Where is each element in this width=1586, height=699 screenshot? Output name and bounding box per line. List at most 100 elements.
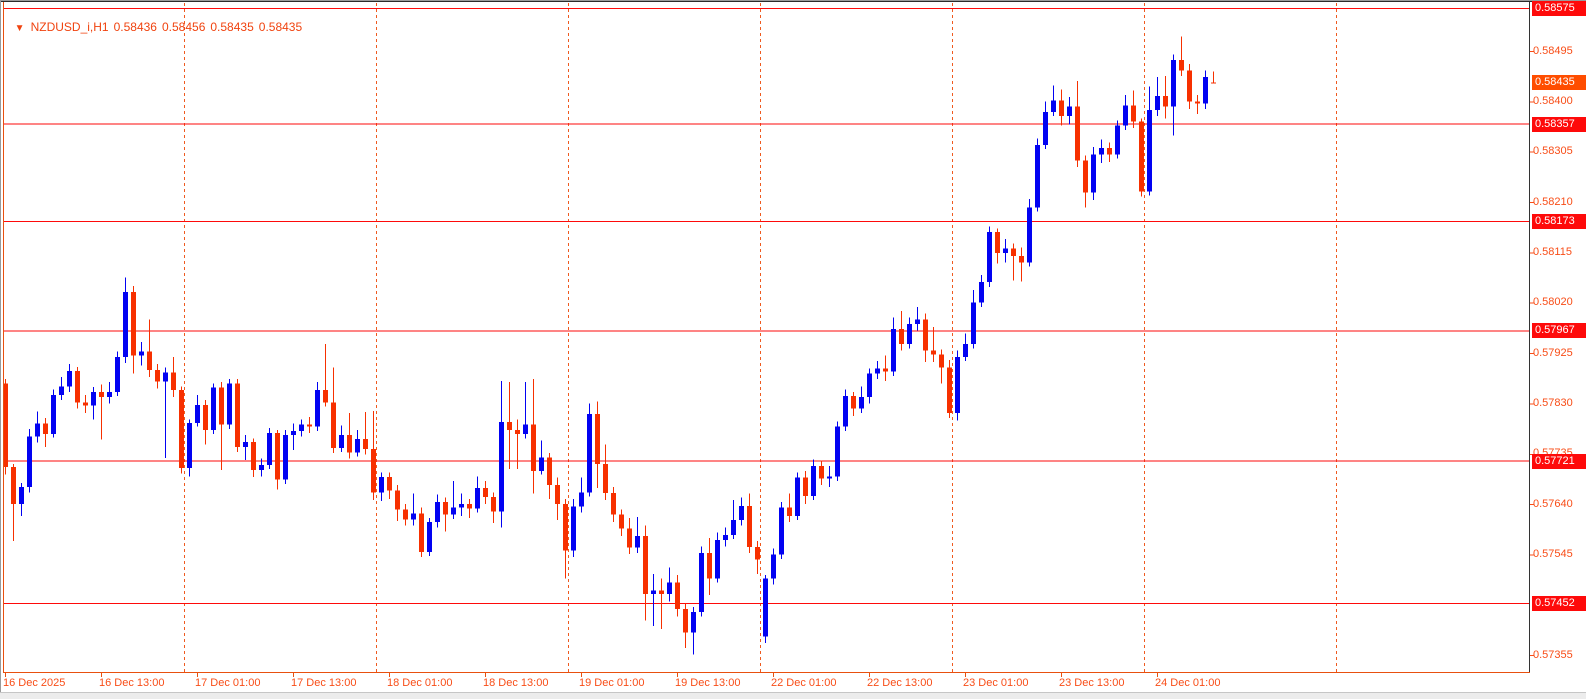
- candle-bullish: [915, 319, 920, 324]
- candle-bearish: [43, 423, 48, 435]
- candle-bullish: [67, 371, 72, 387]
- candle-bullish: [259, 464, 264, 471]
- candle-bearish: [787, 507, 792, 516]
- candle-bearish: [203, 404, 208, 430]
- candle-bullish: [1147, 109, 1152, 192]
- candle-bullish: [315, 390, 320, 427]
- candle-bullish: [187, 423, 192, 469]
- candle-bearish: [531, 424, 536, 472]
- time-tick-label: 17 Dec 13:00: [291, 677, 357, 689]
- candle-bearish: [1187, 70, 1192, 102]
- candle-bearish: [1059, 100, 1064, 117]
- candle-bullish: [771, 554, 776, 579]
- candle-bullish: [891, 329, 896, 372]
- candle-bullish: [435, 501, 440, 523]
- candle-bearish: [4, 383, 8, 468]
- candle-bearish: [619, 514, 624, 529]
- chart-title-bar: ▼ NZDUSD_i,H1 0.58436 0.58456 0.58435 0.58435: [8, 6, 302, 36]
- symbol-dropdown-icon[interactable]: ▼: [14, 23, 25, 34]
- candle-bearish: [419, 513, 424, 552]
- candle-bullish: [123, 292, 128, 357]
- candle-bullish: [731, 519, 736, 535]
- candle-bearish: [1107, 147, 1112, 155]
- candle-bearish: [1163, 96, 1168, 107]
- candle-bullish: [827, 476, 832, 479]
- candle-bearish: [643, 535, 648, 595]
- candle-bearish: [1083, 160, 1088, 193]
- candle-bullish: [587, 414, 592, 493]
- candle-bearish: [483, 488, 488, 498]
- candle-bearish: [403, 509, 408, 520]
- time-tick-label: 23 Dec 13:00: [1059, 677, 1125, 689]
- candle-bullish: [723, 534, 728, 541]
- candle-bearish: [899, 329, 904, 345]
- candle-bullish: [1123, 105, 1128, 126]
- price-axis[interactable]: 0.58495 0.58400 0.58305 0.58210 0.58115 0.580…: [1530, 0, 1586, 672]
- quote-high: 0.58456: [161, 20, 206, 34]
- candle-bullish: [1115, 125, 1120, 155]
- candle-bullish: [107, 391, 112, 398]
- candle-bearish: [11, 467, 16, 505]
- candle-bullish: [299, 424, 304, 431]
- candle-bullish: [571, 506, 576, 551]
- price-tick-label: 0.57640: [1533, 497, 1573, 510]
- price-tick-label: 0.58115: [1533, 245, 1572, 258]
- candle-bullish: [739, 506, 744, 520]
- candle-bearish: [883, 368, 888, 372]
- level-price-badge: 0.58357: [1532, 116, 1586, 132]
- time-axis[interactable]: 16 Dec 2025 16 Dec 13:00 17 Dec 01:00 17 De…: [0, 675, 1586, 692]
- candle-bearish: [331, 402, 336, 448]
- candle-bullish: [243, 442, 248, 447]
- candle-bearish: [683, 609, 688, 633]
- candle-bullish: [339, 435, 344, 448]
- candle-bearish: [603, 463, 608, 493]
- candle-bullish: [779, 507, 784, 555]
- time-tick-label: 18 Dec 01:00: [387, 677, 453, 689]
- current-price-badge: 0.58435: [1532, 75, 1586, 91]
- price-tick-label: 0.58400: [1533, 94, 1573, 107]
- candle-bearish: [611, 492, 616, 515]
- time-tick-label: 22 Dec 13:00: [867, 677, 933, 689]
- quote-low: 0.58435: [210, 20, 254, 34]
- price-tick-label: 0.58020: [1533, 296, 1573, 309]
- candle-bullish: [955, 356, 960, 413]
- candle-bearish: [171, 372, 176, 391]
- candle-bullish: [19, 487, 24, 505]
- candle-bearish: [307, 424, 312, 427]
- candle-bullish: [715, 540, 720, 579]
- candle-bullish: [411, 513, 416, 520]
- candle-bullish: [355, 438, 360, 453]
- candle-bearish: [803, 477, 808, 497]
- candle-bullish: [907, 323, 912, 345]
- candle-bullish: [139, 351, 144, 356]
- candle-bullish: [1027, 207, 1032, 263]
- price-tick-label: 0.57830: [1533, 396, 1573, 409]
- candle-bearish: [707, 552, 712, 579]
- candle-bearish: [547, 457, 552, 486]
- candle-bearish: [179, 390, 184, 469]
- candle-bullish: [291, 430, 296, 436]
- candle-bearish: [147, 351, 152, 371]
- candle-bearish: [83, 402, 88, 406]
- candle-bullish: [1043, 111, 1048, 145]
- candle-bullish: [1091, 154, 1096, 193]
- candle-bullish: [451, 507, 456, 515]
- candle-bullish: [579, 492, 584, 507]
- time-tick-label: 18 Dec 13:00: [483, 677, 549, 689]
- time-tick-label: 17 Dec 01:00: [195, 677, 261, 689]
- candle-bullish: [163, 372, 168, 382]
- candle-bullish: [691, 612, 696, 633]
- candle-bullish: [379, 477, 384, 493]
- candle-bearish: [155, 370, 160, 382]
- candle-bearish: [923, 319, 928, 351]
- candle-bearish: [819, 465, 824, 479]
- candle-bearish: [395, 490, 400, 510]
- candle-bullish: [843, 395, 848, 427]
- level-price-badge: 0.58173: [1532, 214, 1586, 230]
- candle-bullish: [1051, 100, 1056, 112]
- candle-bullish: [835, 426, 840, 477]
- candle-bullish: [91, 391, 96, 406]
- candle-bearish: [947, 367, 952, 413]
- candle-bullish: [1155, 96, 1160, 110]
